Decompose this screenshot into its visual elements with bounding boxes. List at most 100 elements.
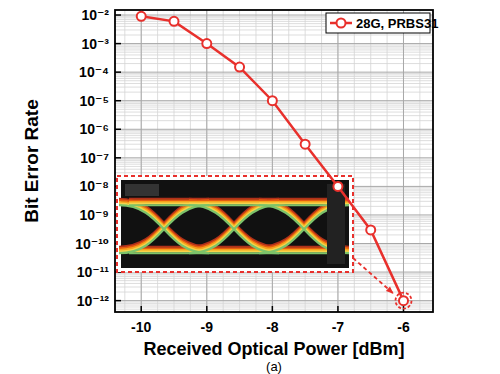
legend: 28G, PRBS31 — [326, 13, 438, 33]
eye-trace — [199, 199, 269, 201]
y-tick-label: 10⁻¹² — [77, 293, 110, 309]
eye-trace — [189, 205, 279, 253]
minor-grid — [115, 278, 433, 279]
eye-trace — [129, 204, 199, 206]
eye-trace — [119, 205, 209, 253]
minor-grid — [115, 109, 433, 110]
minor-grid — [115, 201, 433, 202]
minor-grid — [115, 159, 433, 160]
inset-screen — [121, 180, 349, 268]
y-tick-label: 10⁻⁶ — [80, 121, 109, 137]
eye-trace — [199, 203, 269, 205]
grid-line — [115, 43, 433, 44]
series-group — [137, 12, 408, 305]
legend-marker — [337, 19, 346, 28]
eye-trace — [199, 252, 269, 254]
highlight-ring — [395, 293, 411, 309]
series-marker — [137, 12, 146, 21]
minor-grid — [115, 309, 433, 310]
series-marker — [170, 17, 179, 26]
grid — [115, 10, 433, 312]
minor-grid — [115, 292, 433, 293]
minor-grid — [115, 301, 433, 302]
minor-grid — [115, 132, 433, 133]
minor-grid — [115, 78, 433, 79]
grid-line — [115, 72, 433, 73]
y-tick-label: 10⁻⁷ — [80, 150, 109, 166]
grid-line — [403, 10, 404, 312]
y-tick-label: 10⁻⁵ — [79, 93, 109, 109]
eye-trace — [189, 205, 279, 253]
minor-grid — [115, 133, 433, 134]
minor-grid — [115, 80, 433, 81]
x-tick-label: -9 — [201, 319, 214, 335]
minor-grid — [403, 10, 404, 312]
eye-trace — [129, 203, 199, 205]
series-line — [141, 16, 403, 300]
eye-inset — [117, 176, 353, 272]
minor-grid — [115, 276, 433, 277]
series-marker — [301, 140, 310, 149]
arrow-line — [353, 258, 393, 294]
arrow-head — [386, 286, 394, 293]
minor-grid — [419, 10, 420, 312]
minor-grid — [115, 52, 433, 53]
series-marker — [202, 39, 211, 48]
minor-grid — [115, 74, 433, 75]
eye-trace — [129, 201, 199, 203]
minor-grid — [115, 164, 433, 165]
eye-trace — [199, 198, 269, 200]
minor-grid — [115, 162, 433, 163]
plot-frame — [115, 10, 433, 312]
grid-line — [115, 157, 433, 158]
inset-panel — [327, 184, 345, 264]
chart: 10⁻¹²10⁻¹¹10⁻¹⁰10⁻⁹10⁻⁸10⁻⁷10⁻⁶10⁻⁵10⁻⁴1… — [0, 0, 500, 374]
minor-grid — [115, 149, 433, 150]
y-tick-label: 10⁻³ — [81, 36, 109, 52]
minor-grid — [115, 130, 433, 131]
minor-grid — [115, 135, 433, 136]
eye-trace — [129, 252, 199, 254]
x-tick-label: -7 — [332, 319, 345, 335]
series-marker — [235, 63, 244, 72]
minor-grid — [115, 305, 433, 306]
minor-grid — [370, 10, 371, 312]
minor-grid — [115, 160, 433, 161]
minor-grid — [115, 83, 433, 84]
minor-grid — [115, 46, 433, 47]
minor-grid — [354, 10, 355, 312]
minor-grid — [115, 120, 433, 121]
eye-trace — [199, 204, 269, 206]
minor-grid — [115, 107, 433, 108]
x-axis-label: Received Optical Power [dBm] — [143, 339, 404, 359]
grid-line — [115, 129, 433, 130]
eye-trace — [199, 201, 269, 203]
minor-grid — [115, 44, 433, 45]
eye-trace — [129, 198, 199, 200]
x-tick-label: -6 — [397, 319, 410, 335]
minor-grid — [115, 54, 433, 55]
minor-grid — [115, 274, 433, 275]
eye-trace — [129, 251, 199, 253]
legend-label: 28G, PRBS31 — [356, 16, 438, 31]
minor-grid — [115, 172, 433, 173]
y-tick-label: 10⁻⁸ — [79, 178, 109, 194]
minor-grid — [115, 283, 433, 284]
minor-grid — [115, 273, 433, 274]
y-tick-label: 10⁻⁴ — [79, 64, 109, 80]
inset-frame — [117, 176, 353, 272]
minor-grid — [115, 48, 433, 49]
minor-grid — [115, 137, 433, 138]
minor-grid — [115, 303, 433, 304]
inset-panel — [125, 184, 159, 196]
minor-grid — [115, 144, 433, 145]
minor-grid — [115, 112, 433, 113]
minor-grid — [115, 166, 433, 167]
minor-grid — [115, 115, 433, 116]
series-marker — [333, 182, 342, 191]
minor-grid — [115, 169, 433, 170]
minor-grid — [115, 87, 433, 88]
minor-grid — [115, 280, 433, 281]
minor-grid — [115, 306, 433, 307]
series-marker — [366, 225, 375, 234]
